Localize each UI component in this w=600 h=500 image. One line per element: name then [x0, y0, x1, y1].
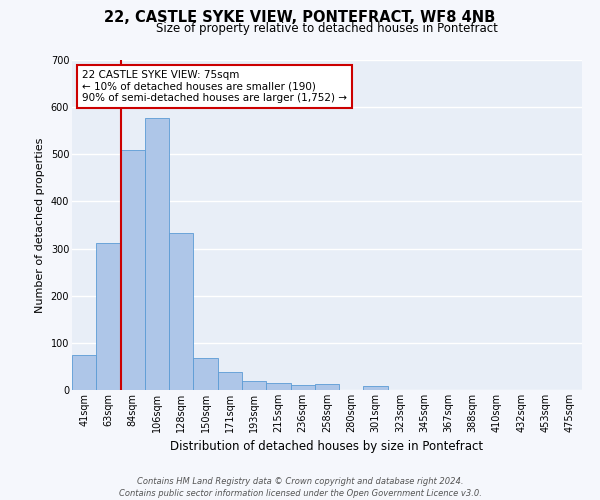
Bar — [266, 383, 290, 390]
Bar — [96, 243, 121, 390]
Bar — [169, 233, 193, 390]
Bar — [315, 384, 339, 390]
Text: 22 CASTLE SYKE VIEW: 75sqm
← 10% of detached houses are smaller (190)
90% of sem: 22 CASTLE SYKE VIEW: 75sqm ← 10% of deta… — [82, 70, 347, 103]
Bar — [290, 386, 315, 390]
Bar — [242, 380, 266, 390]
Y-axis label: Number of detached properties: Number of detached properties — [35, 138, 45, 312]
Text: Contains HM Land Registry data © Crown copyright and database right 2024.
Contai: Contains HM Land Registry data © Crown c… — [119, 476, 481, 498]
Bar — [364, 386, 388, 390]
X-axis label: Distribution of detached houses by size in Pontefract: Distribution of detached houses by size … — [170, 440, 484, 454]
Bar — [145, 118, 169, 390]
Bar — [72, 354, 96, 390]
Bar — [218, 372, 242, 390]
Bar — [121, 150, 145, 390]
Text: 22, CASTLE SYKE VIEW, PONTEFRACT, WF8 4NB: 22, CASTLE SYKE VIEW, PONTEFRACT, WF8 4N… — [104, 10, 496, 25]
Title: Size of property relative to detached houses in Pontefract: Size of property relative to detached ho… — [156, 22, 498, 35]
Bar — [193, 358, 218, 390]
